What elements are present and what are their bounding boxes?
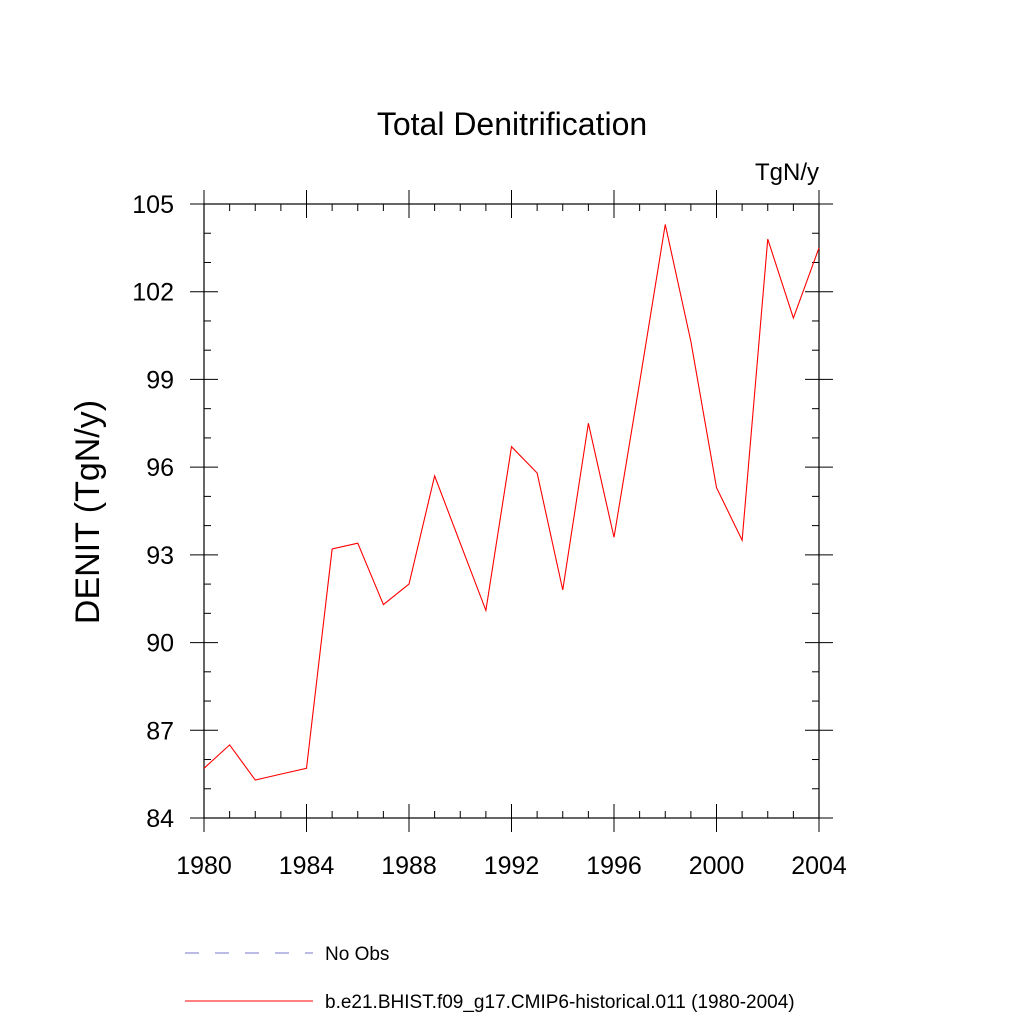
y-tick-label: 96 [146, 454, 174, 482]
x-tick-label: 1980 [176, 852, 232, 880]
y-tick-label: 87 [146, 717, 174, 745]
x-tick-label: 1988 [381, 852, 437, 880]
x-tick-label: 2000 [689, 852, 745, 880]
x-tick-label: 1984 [279, 852, 335, 880]
y-tick-label: 90 [146, 630, 174, 658]
y-axis-label: DENIT (TgN/y) [69, 400, 107, 624]
series-line-0 [203, 224, 820, 781]
legend-no-obs-label: No Obs [325, 944, 389, 965]
y-tick-label: 84 [146, 805, 174, 833]
legend-series-label: b.e21.BHIST.f09_g17.CMIP6-historical.011… [325, 992, 795, 1013]
y-tick-label: 105 [132, 191, 174, 219]
units-label: TgN/y [755, 159, 819, 186]
x-tick-label: 1996 [586, 852, 642, 880]
legend: No Obs b.e21.BHIST.f09_g17.CMIP6-histori… [185, 944, 795, 1013]
y-tick-label: 99 [146, 366, 174, 394]
y-tick-label: 102 [132, 279, 174, 307]
axis-ticks [190, 190, 833, 832]
axis-tick-labels: 1980 1984 1988 1992 1996 2000 2004 84 87 90 93 96 99… [132, 191, 847, 880]
plot-frame [203, 203, 820, 819]
series-layer [203, 224, 820, 781]
x-tick-label: 2004 [791, 852, 847, 880]
y-tick-label: 93 [146, 542, 174, 570]
x-tick-label: 1992 [484, 852, 540, 880]
chart-title: Total Denitrification [377, 106, 647, 142]
